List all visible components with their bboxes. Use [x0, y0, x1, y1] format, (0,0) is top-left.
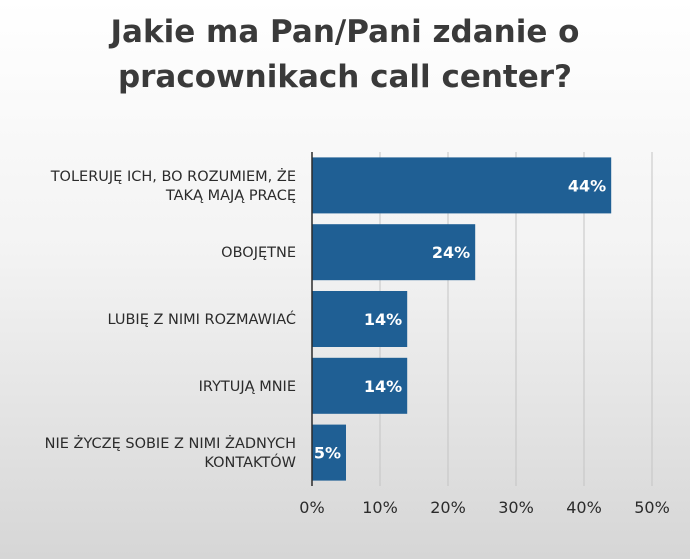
category-label-line: TOLERUJĘ ICH, BO ROZUMIEM, ŻE	[50, 167, 296, 185]
data-label: 24%	[432, 243, 470, 262]
category-label: LUBIĘ Z NIMI ROZMAWIAĆ	[108, 310, 297, 328]
bars	[312, 157, 612, 481]
x-tick-label: 20%	[430, 498, 466, 517]
chart-title: Jakie ma Pan/Pani zdanie o pracownikach …	[110, 14, 580, 95]
category-label-line: OBOJĘTNE	[221, 245, 296, 261]
category-label: IRYTUJĄ MNIE	[199, 379, 296, 395]
data-label: 5%	[314, 444, 341, 463]
bar	[312, 291, 408, 347]
bar	[312, 157, 612, 214]
x-tick-label: 0%	[299, 498, 324, 517]
category-label-line: KONTAKTÓW	[204, 453, 296, 471]
data-labels: 44% 24% 14% 14% 5%	[314, 176, 606, 462]
bar	[312, 224, 476, 281]
x-tick-label: 40%	[566, 498, 602, 517]
tick-labels: 0% 10% 20% 30% 40% 50%	[299, 498, 669, 517]
category-label: NIE ŻYCZĘ SOBIE Z NIMI ŻADNYCH KONTAKTÓW	[45, 434, 296, 471]
x-tick-label: 50%	[634, 498, 670, 517]
x-tick-label: 30%	[498, 498, 534, 517]
category-label-line: NIE ŻYCZĘ SOBIE Z NIMI ŻADNYCH	[45, 434, 296, 452]
category-labels: TOLERUJĘ ICH, BO ROZUMIEM, ŻE TAKĄ MAJĄ P…	[45, 167, 296, 471]
data-label: 14%	[364, 310, 402, 329]
category-label: TOLERUJĘ ICH, BO ROZUMIEM, ŻE TAKĄ MAJĄ P…	[50, 167, 296, 204]
category-label-line: TAKĄ MAJĄ PRACĘ	[165, 188, 296, 204]
data-label: 44%	[568, 176, 606, 195]
category-label-line: LUBIĘ Z NIMI ROZMAWIAĆ	[108, 310, 297, 328]
bar	[312, 357, 408, 414]
x-tick-label: 10%	[362, 498, 398, 517]
category-label: OBOJĘTNE	[221, 245, 296, 261]
category-label-line: IRYTUJĄ MNIE	[199, 379, 296, 395]
bar	[312, 424, 346, 481]
data-label: 14%	[364, 377, 402, 396]
